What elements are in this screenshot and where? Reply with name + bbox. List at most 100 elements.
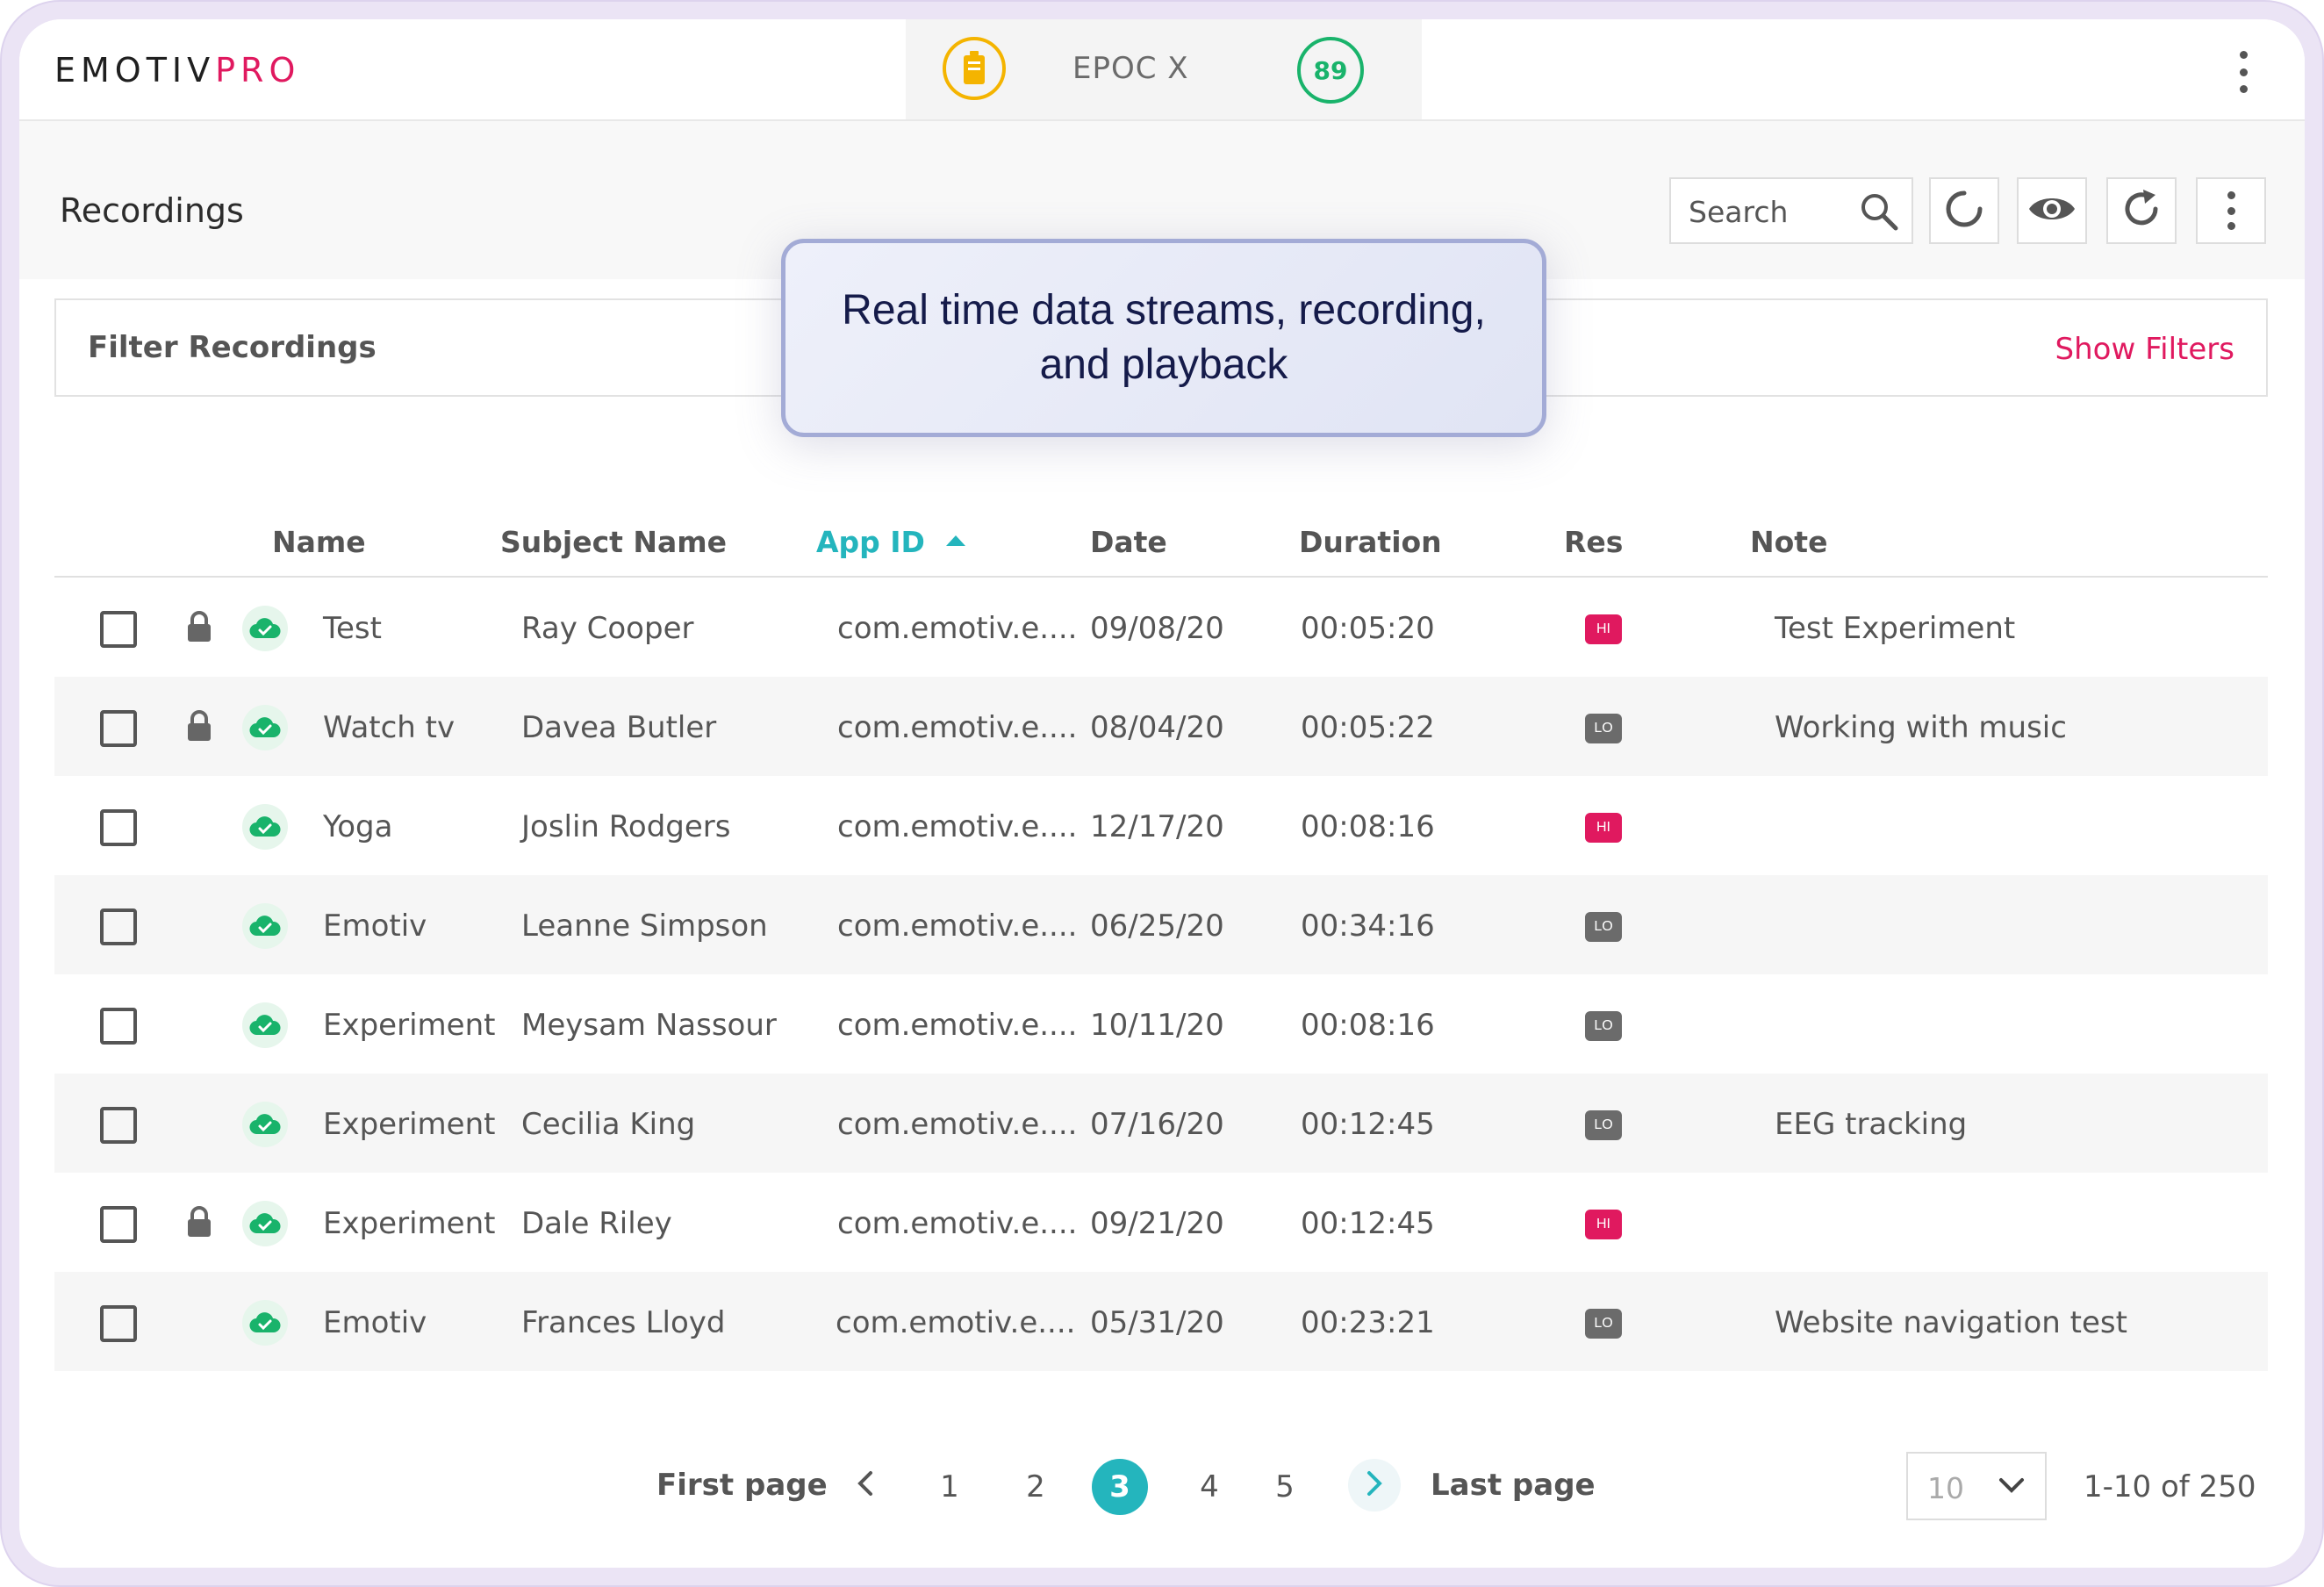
table-row[interactable]: Watch tv Davea Butler com.emotiv.e.... 0… (54, 677, 2268, 776)
table-row[interactable]: Emotiv Leanne Simpson com.emotiv.e.... 0… (54, 875, 2268, 974)
subject-name: Joslin Rodgers (521, 809, 731, 844)
resolution-badge: HI (1585, 614, 1622, 644)
recording-name[interactable]: Emotiv (323, 908, 427, 944)
page-number[interactable]: 5 (1275, 1469, 1295, 1504)
recording-date: 08/04/20 (1090, 710, 1224, 745)
table-row[interactable]: Test Ray Cooper com.emotiv.e.... 09/08/2… (54, 578, 2268, 677)
previous-page-button[interactable] (839, 1459, 892, 1512)
column-header-res[interactable]: Res (1564, 525, 1624, 559)
column-header-app-id-label: App ID (816, 525, 925, 559)
resolution-badge: HI (1585, 813, 1622, 843)
chevron-down-icon (1998, 1476, 2026, 1499)
more-vertical-icon[interactable] (2231, 51, 2256, 93)
first-page-link[interactable]: First page (656, 1468, 828, 1503)
row-checkbox[interactable] (100, 1206, 137, 1243)
table-row[interactable]: Experiment Dale Riley com.emotiv.e.... 0… (54, 1173, 2268, 1272)
lock-icon (184, 1204, 214, 1243)
loading-spinner-icon (1943, 188, 1985, 233)
page-number[interactable]: 1 (940, 1469, 959, 1504)
subject-name: Cecilia King (521, 1107, 696, 1142)
last-page-link[interactable]: Last page (1431, 1468, 1596, 1503)
recording-name[interactable]: Test (323, 611, 382, 646)
app-id: com.emotiv.e.... (836, 1305, 1076, 1340)
recording-name[interactable]: Emotiv (323, 1305, 427, 1340)
lock-icon (184, 708, 214, 747)
app-id: com.emotiv.e.... (837, 1107, 1078, 1142)
pagination-range: 1-10 of 250 (2084, 1469, 2256, 1504)
sync-button[interactable] (1929, 177, 1999, 244)
cloud-synced-icon (242, 1300, 288, 1346)
recordings-table: Test Ray Cooper com.emotiv.e.... 09/08/2… (54, 578, 2268, 1371)
recording-name[interactable]: Experiment (323, 1107, 496, 1142)
row-checkbox[interactable] (100, 1008, 137, 1045)
cloud-synced-icon (242, 1102, 288, 1147)
app-id: com.emotiv.e.... (837, 611, 1078, 646)
row-checkbox[interactable] (100, 809, 137, 846)
recording-duration: 00:05:20 (1301, 611, 1435, 646)
recording-date: 09/08/20 (1090, 611, 1224, 646)
column-header-duration[interactable]: Duration (1299, 525, 1442, 559)
search-input[interactable] (1687, 191, 1857, 232)
resolution-badge: LO (1585, 912, 1622, 942)
recording-name[interactable]: Experiment (323, 1008, 496, 1043)
recording-duration: 00:08:16 (1301, 809, 1435, 844)
row-checkbox[interactable] (100, 710, 137, 747)
rows-per-page-select[interactable]: 10 (1906, 1452, 2047, 1520)
recording-date: 05/31/20 (1090, 1305, 1224, 1340)
column-header-note[interactable]: Note (1750, 525, 1828, 559)
recording-name[interactable]: Yoga (323, 809, 393, 844)
cloud-synced-icon (242, 705, 288, 750)
subject-name: Dale Riley (521, 1206, 672, 1241)
recording-date: 06/25/20 (1090, 908, 1224, 944)
column-header-name[interactable]: Name (272, 525, 366, 559)
battery-icon[interactable] (943, 37, 1006, 100)
eye-icon (2027, 191, 2077, 230)
page-number[interactable]: 4 (1200, 1469, 1219, 1504)
show-filters-link[interactable]: Show Filters (2055, 332, 2234, 367)
row-checkbox[interactable] (100, 1305, 137, 1342)
chevron-right-icon (1364, 1469, 1385, 1501)
recording-duration: 00:12:45 (1301, 1107, 1435, 1142)
table-row[interactable]: Yoga Joslin Rodgers com.emotiv.e.... 12/… (54, 776, 2268, 875)
table-row[interactable]: Experiment Cecilia King com.emotiv.e....… (54, 1074, 2268, 1173)
contact-quality-badge[interactable]: 89 (1297, 37, 1364, 104)
page-number[interactable]: 2 (1026, 1469, 1045, 1504)
column-header-subject[interactable]: Subject Name (500, 525, 728, 559)
filter-label: Filter Recordings (88, 330, 377, 365)
recording-date: 09/21/20 (1090, 1206, 1224, 1241)
recording-date: 07/16/20 (1090, 1107, 1224, 1142)
search-icon[interactable] (1859, 191, 1899, 235)
recording-note: Website navigation test (1775, 1305, 2127, 1340)
app-id: com.emotiv.e.... (837, 1206, 1078, 1241)
recording-name[interactable]: Experiment (323, 1206, 496, 1241)
row-checkbox[interactable] (100, 1107, 137, 1144)
more-options-button[interactable] (2196, 177, 2266, 244)
headset-name[interactable]: EPOC X (1072, 51, 1189, 86)
refresh-button[interactable] (2106, 177, 2177, 244)
recording-name[interactable]: Watch tv (323, 710, 455, 745)
search-box[interactable] (1669, 177, 1913, 244)
row-checkbox[interactable] (100, 908, 137, 945)
recording-note: Working with music (1775, 710, 2067, 745)
more-vertical-icon (2222, 191, 2240, 230)
resolution-badge: LO (1585, 1309, 1622, 1339)
column-header-app-id[interactable]: App ID (816, 525, 965, 559)
page-title: Recordings (60, 191, 244, 230)
row-checkbox[interactable] (100, 611, 137, 648)
logo-accent: PRO (215, 51, 301, 90)
subject-name: Ray Cooper (521, 611, 694, 646)
next-page-button[interactable] (1348, 1459, 1401, 1512)
cloud-synced-icon (242, 903, 288, 949)
column-header-date[interactable]: Date (1090, 525, 1167, 559)
resolution-badge: LO (1585, 714, 1622, 743)
recording-duration: 00:05:22 (1301, 710, 1435, 745)
recording-duration: 00:12:45 (1301, 1206, 1435, 1241)
table-row[interactable]: Experiment Meysam Nassour com.emotiv.e..… (54, 974, 2268, 1074)
recording-date: 12/17/20 (1090, 809, 1224, 844)
table-row[interactable]: Emotiv Frances Lloyd com.emotiv.e.... 05… (54, 1272, 2268, 1371)
logo-primary: EMOTIV (54, 51, 216, 90)
app-id: com.emotiv.e.... (837, 710, 1078, 745)
view-button[interactable] (2017, 177, 2087, 244)
page-number-current[interactable]: 3 (1092, 1459, 1148, 1515)
table-header: Name Subject Name App ID Date Duration R… (54, 500, 2268, 578)
